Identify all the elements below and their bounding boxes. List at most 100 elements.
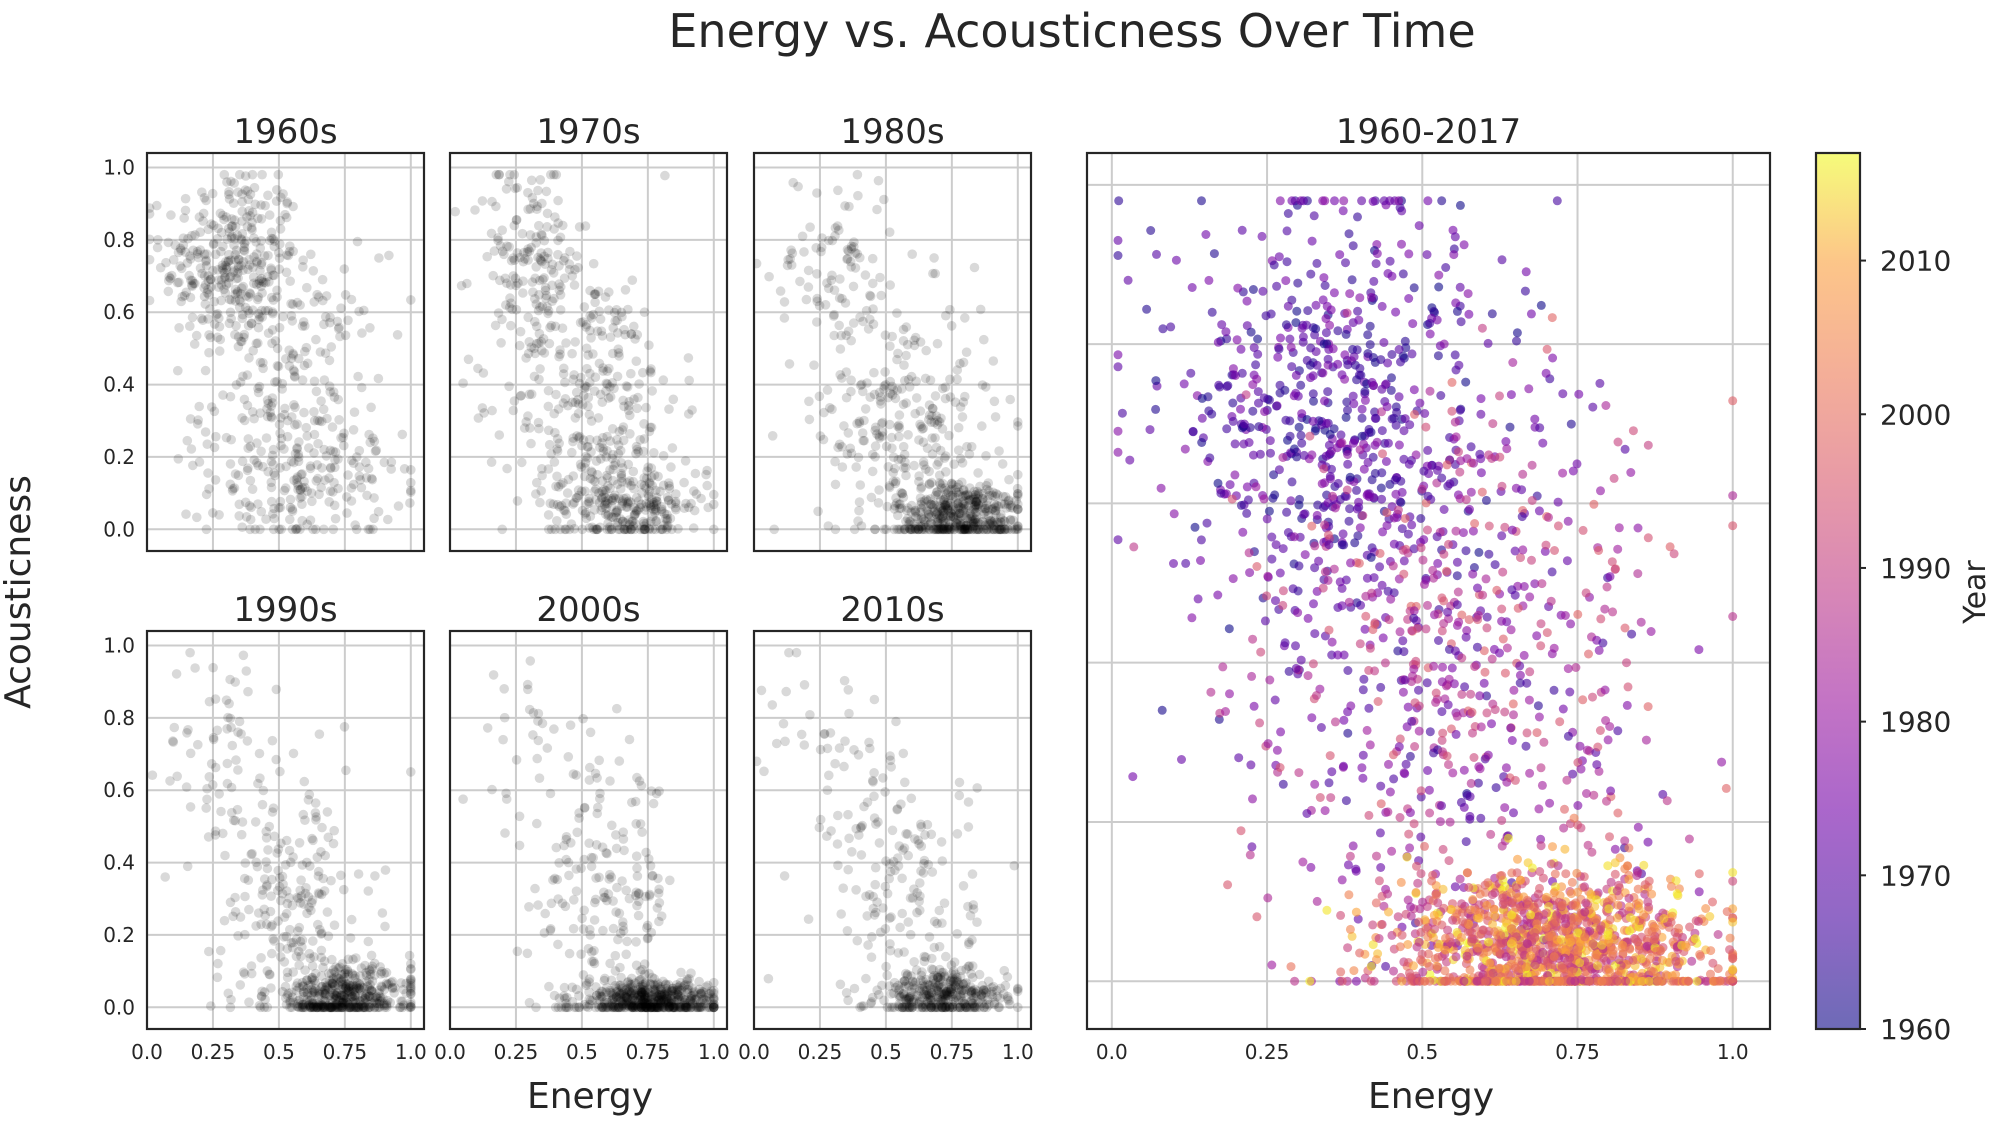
data-point [840, 736, 850, 746]
x-tick-label: 0.5 [566, 1040, 598, 1064]
data-point [255, 524, 265, 535]
data-point [629, 510, 640, 521]
data-point [689, 486, 699, 496]
data-point [657, 524, 667, 535]
data-point [578, 317, 588, 327]
data-point [577, 524, 588, 535]
data-point [527, 277, 538, 287]
data-point [950, 969, 960, 979]
data-point [237, 206, 247, 217]
data-point [325, 445, 336, 456]
data-point [489, 246, 500, 256]
data-point [679, 997, 690, 1008]
data-point [631, 937, 641, 947]
data-point [1239, 419, 1249, 429]
data-point [594, 755, 604, 766]
data-point [830, 223, 841, 233]
data-point [295, 485, 306, 495]
data-point [307, 496, 317, 507]
data-point [314, 988, 325, 999]
data-point [961, 978, 971, 988]
data-point [824, 770, 834, 781]
data-point [229, 234, 240, 244]
data-point [638, 367, 648, 378]
data-point [327, 978, 338, 988]
data-point [330, 981, 340, 991]
data-point [639, 986, 650, 996]
data-point [333, 1002, 344, 1013]
data-point [299, 476, 309, 487]
data-point [854, 505, 864, 516]
data-point [635, 502, 645, 513]
data-point [912, 888, 922, 898]
data-point [933, 524, 943, 535]
data-point [347, 970, 358, 980]
data-point [216, 280, 227, 290]
data-point [614, 987, 624, 998]
data-point [1238, 527, 1248, 537]
data-point [954, 487, 964, 497]
data-point [218, 828, 228, 839]
data-point [602, 473, 613, 483]
data-point [867, 253, 878, 264]
data-point [361, 967, 371, 978]
data-point [486, 457, 497, 468]
data-point [545, 498, 556, 509]
data-point [1188, 427, 1198, 437]
data-point [350, 520, 361, 530]
data-point [589, 945, 599, 956]
data-point [568, 436, 578, 447]
data-point [981, 999, 992, 1010]
data-point [522, 247, 533, 257]
data-point [344, 986, 354, 997]
data-point [658, 976, 668, 987]
data-point [1259, 393, 1269, 403]
data-point [820, 300, 831, 310]
data-point [511, 755, 522, 765]
data-point [193, 739, 203, 750]
data-point [532, 338, 542, 349]
data-point [534, 773, 545, 783]
data-point [642, 992, 653, 1002]
data-point [843, 685, 854, 695]
data-point [543, 308, 553, 319]
data-point [655, 982, 665, 992]
data-point [603, 518, 613, 529]
data-point [505, 280, 516, 290]
data-point [976, 989, 986, 1000]
data-point [240, 891, 250, 902]
data-point [252, 861, 263, 872]
data-point [1254, 398, 1263, 408]
data-point [656, 990, 666, 1001]
data-point [920, 522, 931, 533]
data-point [957, 985, 967, 995]
data-point [646, 503, 656, 513]
data-point [627, 988, 637, 999]
data-point [902, 1002, 913, 1013]
data-point [1209, 249, 1219, 259]
data-point [287, 504, 298, 514]
data-point [969, 993, 979, 1003]
data-point [604, 524, 615, 535]
data-point [220, 288, 231, 298]
data-point [281, 267, 292, 278]
data-point [533, 900, 543, 910]
data-point [572, 251, 582, 261]
data-point [962, 524, 973, 535]
data-point [365, 323, 375, 333]
data-point [989, 516, 1000, 526]
data-point [300, 1002, 311, 1013]
data-point [668, 1002, 679, 1013]
data-point [331, 971, 342, 982]
data-point [182, 728, 192, 738]
data-point [973, 468, 983, 478]
data-point [515, 326, 526, 337]
data-point [266, 477, 277, 488]
x-tick-label: 1.0 [698, 1040, 730, 1064]
data-point [230, 255, 240, 265]
data-point [341, 984, 351, 994]
data-point [302, 975, 312, 986]
data-point [819, 729, 830, 739]
data-point [337, 990, 348, 1001]
data-point [646, 463, 657, 473]
